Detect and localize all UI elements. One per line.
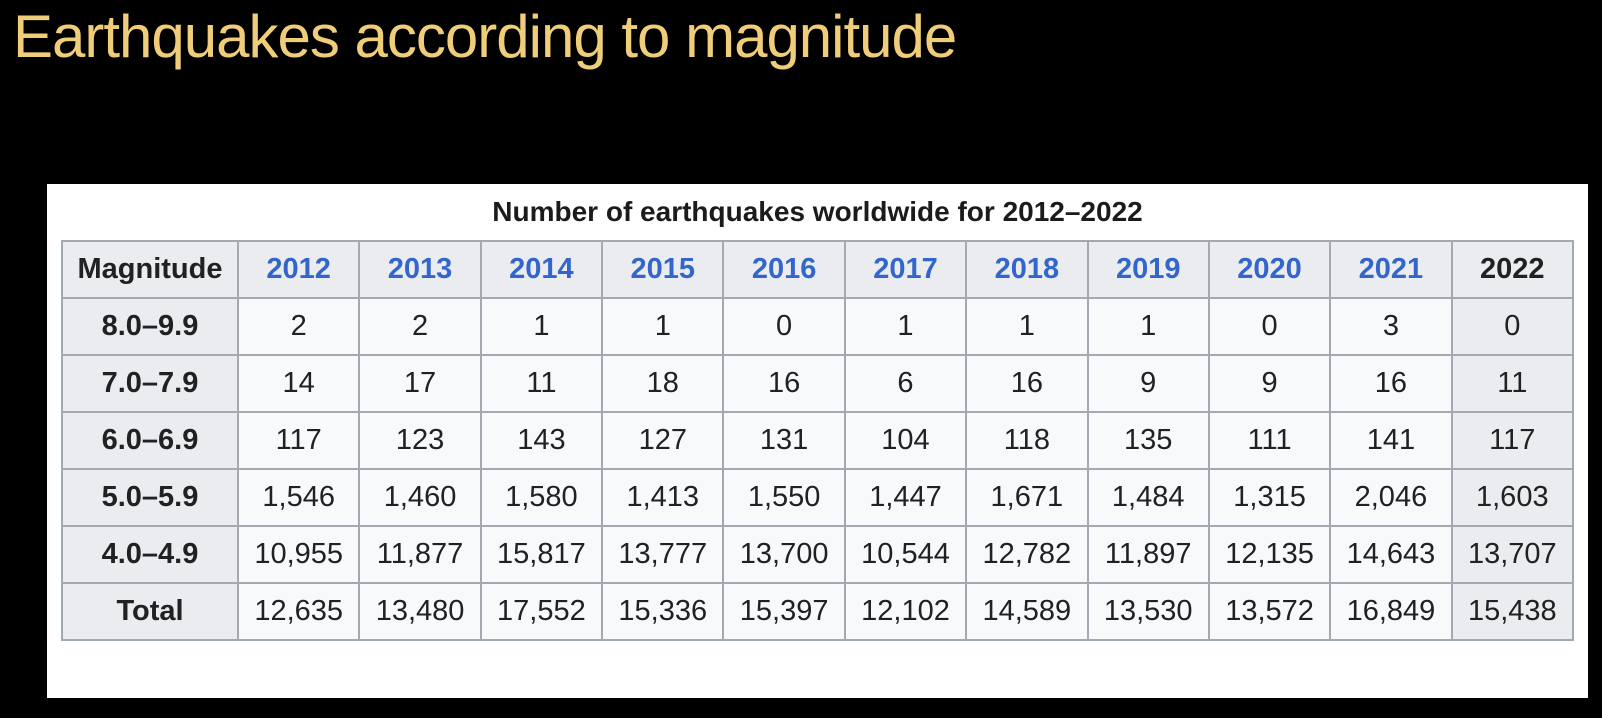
row-header: 5.0–5.9 bbox=[61, 468, 239, 527]
earthquake-table: Number of earthquakes worldwide for 2012… bbox=[61, 190, 1575, 641]
value-cell: 1 bbox=[479, 297, 604, 356]
table-row-6-0-6-9: 6.0–6.9 117 123 143 127 131 104 118 135 111 141 117 bbox=[61, 411, 1575, 470]
value-cell: 1,484 bbox=[1086, 468, 1210, 527]
value-cell: 13,530 bbox=[1086, 582, 1210, 641]
slide-title: Earthquakes according to magnitude bbox=[13, 3, 957, 70]
value-cell: 10,544 bbox=[843, 525, 968, 584]
value-cell: 127 bbox=[601, 411, 725, 470]
value-cell: 12,135 bbox=[1207, 525, 1332, 584]
value-cell: 12,635 bbox=[236, 582, 361, 641]
value-cell: 9 bbox=[1207, 354, 1332, 413]
value-cell: 9 bbox=[1086, 354, 1210, 413]
value-cell: 1,580 bbox=[479, 468, 604, 527]
value-cell: 1 bbox=[965, 297, 1089, 356]
value-cell: 12,782 bbox=[965, 525, 1089, 584]
col-header-year-2015[interactable]: 2015 bbox=[601, 240, 725, 299]
value-cell: 16 bbox=[722, 354, 846, 413]
row-header: 6.0–6.9 bbox=[61, 411, 239, 470]
col-header-year-2020[interactable]: 2020 bbox=[1207, 240, 1332, 299]
value-cell: 0 bbox=[1450, 297, 1575, 356]
value-cell: 104 bbox=[843, 411, 968, 470]
value-cell: 2 bbox=[358, 297, 482, 356]
col-header-year-2017[interactable]: 2017 bbox=[843, 240, 968, 299]
value-cell: 1,460 bbox=[358, 468, 482, 527]
value-cell: 1,603 bbox=[1450, 468, 1575, 527]
value-cell: 0 bbox=[722, 297, 846, 356]
value-cell: 1,447 bbox=[843, 468, 968, 527]
table-row-8-0-9-9: 8.0–9.9 2 2 1 1 0 1 1 1 0 3 0 bbox=[61, 297, 1575, 356]
value-cell: 17 bbox=[358, 354, 482, 413]
value-cell: 17,552 bbox=[479, 582, 604, 641]
value-cell: 14,643 bbox=[1329, 525, 1453, 584]
col-header-year-2019[interactable]: 2019 bbox=[1086, 240, 1210, 299]
value-cell: 11,897 bbox=[1086, 525, 1210, 584]
value-cell: 16 bbox=[1329, 354, 1453, 413]
table-row-5-0-5-9: 5.0–5.9 1,546 1,460 1,580 1,413 1,550 1,447 1,6… bbox=[61, 468, 1575, 527]
value-cell: 15,397 bbox=[722, 582, 846, 641]
col-header-year-2018[interactable]: 2018 bbox=[965, 240, 1089, 299]
value-cell: 14,589 bbox=[965, 582, 1089, 641]
col-header-year-2022: 2022 bbox=[1450, 240, 1575, 299]
value-cell: 12,102 bbox=[843, 582, 968, 641]
table-header-row: Magnitude 2012 2013 2014 2015 2016 2017 2018 201… bbox=[61, 240, 1575, 299]
value-cell: 2 bbox=[236, 297, 361, 356]
col-header-year-2014[interactable]: 2014 bbox=[479, 240, 604, 299]
value-cell: 13,707 bbox=[1450, 525, 1575, 584]
table-row-total: Total 12,635 13,480 17,552 15,336 15,397 12,10… bbox=[61, 582, 1575, 641]
table-caption: Number of earthquakes worldwide for 2012… bbox=[492, 196, 1143, 227]
row-header: 4.0–4.9 bbox=[61, 525, 239, 584]
value-cell: 13,700 bbox=[722, 525, 846, 584]
table-panel: Number of earthquakes worldwide for 2012… bbox=[47, 184, 1588, 698]
value-cell: 111 bbox=[1207, 411, 1332, 470]
value-cell: 11,877 bbox=[358, 525, 482, 584]
value-cell: 123 bbox=[358, 411, 482, 470]
col-header-year-2021[interactable]: 2021 bbox=[1329, 240, 1453, 299]
row-header: 8.0–9.9 bbox=[61, 297, 239, 356]
value-cell: 15,817 bbox=[479, 525, 604, 584]
value-cell: 16,849 bbox=[1329, 582, 1453, 641]
value-cell: 1 bbox=[1086, 297, 1210, 356]
row-header: 7.0–7.9 bbox=[61, 354, 239, 413]
value-cell: 1 bbox=[843, 297, 968, 356]
value-cell: 15,438 bbox=[1450, 582, 1575, 641]
value-cell: 11 bbox=[479, 354, 604, 413]
col-header-magnitude: Magnitude bbox=[61, 240, 239, 299]
col-header-year-2016[interactable]: 2016 bbox=[722, 240, 846, 299]
value-cell: 1,546 bbox=[236, 468, 361, 527]
value-cell: 143 bbox=[479, 411, 604, 470]
value-cell: 1,315 bbox=[1207, 468, 1332, 527]
col-header-year-2013[interactable]: 2013 bbox=[358, 240, 482, 299]
value-cell: 15,336 bbox=[601, 582, 725, 641]
value-cell: 118 bbox=[965, 411, 1089, 470]
value-cell: 14 bbox=[236, 354, 361, 413]
value-cell: 117 bbox=[1450, 411, 1575, 470]
value-cell: 2,046 bbox=[1329, 468, 1453, 527]
value-cell: 6 bbox=[843, 354, 968, 413]
col-header-year-2012[interactable]: 2012 bbox=[236, 240, 361, 299]
value-cell: 117 bbox=[236, 411, 361, 470]
value-cell: 16 bbox=[965, 354, 1089, 413]
value-cell: 13,572 bbox=[1207, 582, 1332, 641]
table-row-4-0-4-9: 4.0–4.9 10,955 11,877 15,817 13,777 13,700 10,… bbox=[61, 525, 1575, 584]
table-row-7-0-7-9: 7.0–7.9 14 17 11 18 16 6 16 9 9 16 11 bbox=[61, 354, 1575, 413]
value-cell: 18 bbox=[601, 354, 725, 413]
value-cell: 13,777 bbox=[601, 525, 725, 584]
value-cell: 11 bbox=[1450, 354, 1575, 413]
value-cell: 135 bbox=[1086, 411, 1210, 470]
value-cell: 1,550 bbox=[722, 468, 846, 527]
value-cell: 1,671 bbox=[965, 468, 1089, 527]
value-cell: 13,480 bbox=[358, 582, 482, 641]
table-body: 8.0–9.9 2 2 1 1 0 1 1 1 0 3 0 7.0–7.9 14 17 11 18 16 6 16 9 9… bbox=[61, 297, 1575, 641]
value-cell: 1 bbox=[601, 297, 725, 356]
value-cell: 0 bbox=[1207, 297, 1332, 356]
value-cell: 10,955 bbox=[236, 525, 361, 584]
value-cell: 131 bbox=[722, 411, 846, 470]
row-header: Total bbox=[61, 582, 239, 641]
value-cell: 141 bbox=[1329, 411, 1453, 470]
value-cell: 3 bbox=[1329, 297, 1453, 356]
value-cell: 1,413 bbox=[601, 468, 725, 527]
